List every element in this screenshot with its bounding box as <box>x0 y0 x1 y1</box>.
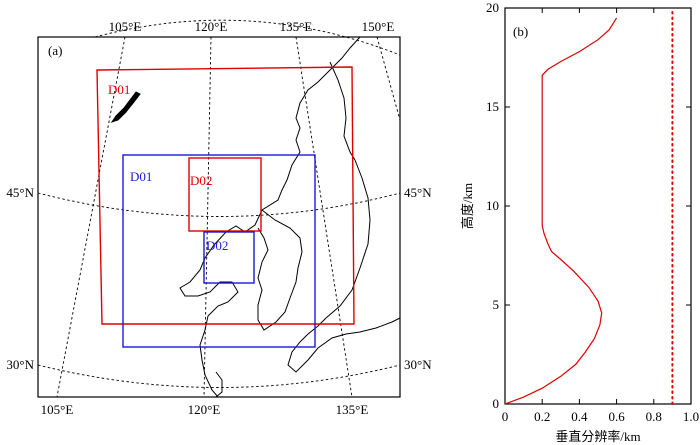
lake-baikal <box>110 91 141 123</box>
y-tick-label-2: 10 <box>486 198 499 213</box>
coastline-japan-north <box>325 159 371 319</box>
map-panel-label: (a) <box>48 43 62 58</box>
domain-label-d01-red: D01 <box>108 82 130 97</box>
x-tick-label-3: 0.6 <box>608 409 625 424</box>
x-tick-label-5: 1.0 <box>683 409 699 424</box>
lon-label-top-135: 135°E <box>280 19 313 34</box>
coastline-mainland <box>179 36 361 398</box>
y-tick-label-0: 0 <box>493 396 500 411</box>
profile-chart: (b) 0 0.2 0.4 0.6 0.8 1.0 0 5 10 15 20 垂直分辨率/km 高度… <box>460 0 699 444</box>
y-tick-label-4: 20 <box>486 0 499 15</box>
domain-d02-red-box <box>188 157 262 232</box>
x-tick-label-2: 0.4 <box>571 409 588 424</box>
lon-label-top-150: 150°E <box>362 19 395 34</box>
lat-label-left-30: 30°N <box>6 357 34 372</box>
lat-label-right-30: 30°N <box>404 357 432 372</box>
lon-label-top-120: 120°E <box>195 19 228 34</box>
meridian-120 <box>203 36 212 398</box>
parallel-top <box>94 19 401 56</box>
coastlines <box>110 36 401 398</box>
chart-series <box>504 7 674 405</box>
meridian-150 <box>376 36 401 121</box>
y-tick-label-3: 15 <box>486 99 499 114</box>
chart-panel-label: (b) <box>513 24 528 39</box>
meridian-135 <box>295 36 353 398</box>
x-tick-label-1: 0.2 <box>534 409 550 424</box>
coastline-japan-south <box>287 317 401 373</box>
coastline-sakhalin <box>329 61 356 161</box>
coastline-korea <box>257 209 303 331</box>
parallels <box>37 19 401 388</box>
domain-d02-blue-box <box>203 231 255 284</box>
chart-ticks: 0 0.2 0.4 0.6 0.8 1.0 0 5 10 15 20 <box>486 0 699 424</box>
domain-d01-red-box <box>96 66 355 325</box>
chart-x-axis-label: 垂直分辨率/km <box>555 429 640 444</box>
chart-y-axis-label: 高度/km <box>460 183 475 229</box>
x-tick-label-4: 0.8 <box>646 409 662 424</box>
domain-label-d02-red: D02 <box>190 173 212 188</box>
domain-d01-blue-box <box>122 154 316 348</box>
lon-label-bottom-135: 135°E <box>336 402 369 417</box>
domain-boxes <box>96 66 355 348</box>
lon-label-bottom-120: 120°E <box>188 402 221 417</box>
domain-label-d01-blue: D01 <box>130 169 152 184</box>
y-tick-label-1: 5 <box>493 297 500 312</box>
x-tick-label-0: 0 <box>502 409 509 424</box>
meridian-105 <box>56 36 126 398</box>
coastline-taiwan <box>215 371 223 398</box>
lat-label-right-45: 45°N <box>404 185 432 200</box>
map-frame <box>37 36 401 398</box>
lon-label-top-105: 105°E <box>109 19 142 34</box>
parallel-30 <box>37 364 401 388</box>
lon-label-bottom-105: 105°E <box>41 402 74 417</box>
parallel-45 <box>37 192 401 217</box>
map-panel: (a) D <box>6 19 432 417</box>
resolution-profile-line <box>504 17 618 405</box>
lat-label-left-45: 45°N <box>6 185 34 200</box>
meridians <box>56 36 401 398</box>
chart-frame <box>504 7 692 405</box>
domain-label-d02-blue: D02 <box>206 238 228 253</box>
